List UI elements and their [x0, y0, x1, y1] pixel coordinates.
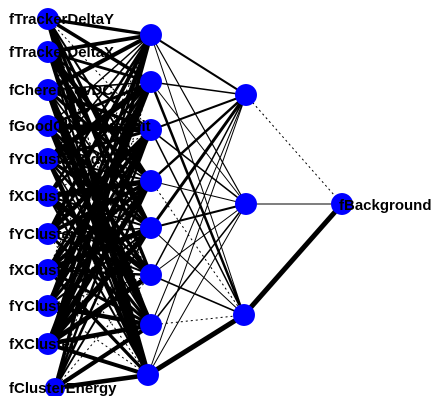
- edge-input-4-hidden1-0: [47, 34, 152, 160]
- edge-input-8-hidden1-0: [46, 34, 153, 307]
- edge-hidden1-3-hidden2-0: [150, 94, 247, 182]
- input-label: fTrackerDeltaX: [9, 44, 114, 61]
- input-label: fXCluster: [9, 336, 76, 353]
- edge-hidden1-2-hidden2-1: [150, 129, 247, 205]
- edge-hidden1-5-hidden2-1: [150, 203, 247, 276]
- node-output-0: [331, 193, 353, 215]
- input-label: fXClusterSigma: [9, 262, 121, 279]
- node-input-1: [37, 41, 59, 63]
- edge-hidden1-7-hidden2-0: [147, 94, 247, 376]
- edge-input-9-hidden1-6: [47, 322, 152, 347]
- node-hidden1-3: [140, 170, 162, 192]
- edge-input-6-hidden1-2: [46, 128, 153, 236]
- edge-hidden1-3-hidden2-2: [150, 180, 245, 316]
- edge-input-9-hidden1-1: [45, 81, 154, 345]
- edge-hidden2-2-output: [242, 202, 344, 317]
- node-hidden2-1: [235, 193, 257, 215]
- node-hidden1-6: [140, 314, 162, 336]
- node-input-6: [37, 223, 59, 245]
- input-label: fGoodCherenkovHit: [9, 118, 151, 135]
- edge-input-6-hidden1-1: [46, 81, 153, 235]
- edge-group: [45, 17, 344, 391]
- edge-hidden1-4-hidden2-1: [150, 203, 247, 229]
- edge-hidden1-2-hidden2-0: [150, 94, 247, 131]
- edge-hidden1-5-hidden2-2: [150, 274, 245, 316]
- edge-input-10-hidden1-3: [53, 180, 153, 389]
- node-input-5: [37, 185, 59, 207]
- input-label: fYCluster: [9, 298, 76, 315]
- input-label: fTrackerDeltaY: [9, 11, 114, 28]
- node-hidden1-1: [140, 71, 162, 93]
- edge-input-6-hidden1-0: [46, 34, 153, 235]
- input-label: fXClusterStd: [9, 188, 100, 205]
- edge-hidden1-1-hidden2-0: [150, 81, 247, 96]
- edge-hidden1-2-hidden2-2: [150, 129, 245, 316]
- edge-input-5-hidden1-2: [47, 129, 152, 197]
- node-hidden1-0: [140, 24, 162, 46]
- edge-input-8-hidden1-1: [45, 80, 154, 308]
- edge-input-10-hidden1-7: [54, 372, 149, 391]
- edge-hidden1-5-hidden2-0: [150, 94, 247, 276]
- node-input-0: [37, 8, 59, 30]
- edge-hidden1-6-hidden2-1: [150, 203, 247, 326]
- edge-input-0-hidden1-0: [47, 17, 152, 37]
- edge-hidden1-3-hidden2-1: [150, 180, 247, 205]
- node-hidden2-0: [235, 84, 257, 106]
- edge-hidden1-0-hidden2-0: [150, 34, 247, 96]
- edge-input-7-hidden1-2: [46, 128, 153, 272]
- edge-input-9-hidden1-4: [45, 226, 154, 346]
- edge-input-10-hidden1-2: [53, 129, 153, 389]
- edge-input-9-hidden1-0: [46, 34, 153, 345]
- node-hidden2-2: [233, 304, 255, 326]
- node-input-3: [37, 115, 59, 137]
- edge-input-5-hidden1-0: [46, 34, 153, 197]
- input-label: fClusterEnergy: [9, 380, 117, 396]
- edge-hidden1-4-hidden2-2: [150, 227, 245, 316]
- node-group: [37, 8, 353, 396]
- edge-hidden1-4-hidden2-0: [149, 94, 248, 229]
- input-label: fYClusterSigma: [9, 226, 121, 243]
- edge-input-3-hidden1-0: [47, 34, 152, 127]
- edge-input-4-hidden1-2: [47, 128, 152, 161]
- edge-input-2-hidden1-0: [47, 33, 152, 92]
- edge-hidden1-0-hidden2-1: [150, 34, 247, 205]
- edge-hidden2-0-output: [245, 94, 343, 205]
- edge-hidden1-7-hidden2-2: [146, 312, 246, 378]
- edge-input-6-hidden1-7: [47, 233, 149, 376]
- edge-hidden1-6-hidden2-0: [150, 94, 247, 326]
- edge-input-9-hidden1-3: [45, 179, 154, 346]
- node-hidden1-5: [140, 264, 162, 286]
- node-input-7: [37, 259, 59, 281]
- output-label: fBackground: [339, 197, 432, 214]
- node-input-9: [37, 333, 59, 355]
- edge-input-10-hidden1-6: [53, 323, 153, 390]
- node-input-4: [37, 148, 59, 170]
- node-hidden1-4: [140, 217, 162, 239]
- edge-input-10-hidden1-0: [53, 34, 153, 389]
- input-label: fCherenkovDC: [9, 82, 113, 99]
- label-group: fTrackerDeltaY fTrackerDeltaX fCherenkovDC…: [9, 11, 432, 396]
- edge-input-7-hidden1-1: [46, 81, 153, 271]
- edge-hidden1-1-hidden2-2: [149, 81, 246, 316]
- edge-input-9-hidden1-5: [46, 272, 153, 347]
- node-input-10: [45, 378, 65, 396]
- edge-input-9-hidden1-2: [45, 128, 154, 346]
- node-input-2: [37, 79, 59, 101]
- edge-input-10-hidden1-4: [54, 227, 152, 389]
- node-input-8: [37, 295, 59, 317]
- edge-input-3-hidden1-3: [47, 125, 152, 182]
- edge-input-1-hidden1-0: [47, 33, 152, 54]
- edge-input-10-hidden1-1: [54, 81, 152, 389]
- edge-input-8-hidden1-3: [46, 180, 153, 307]
- edge-hidden1-7-hidden2-1: [147, 203, 247, 376]
- edge-hidden1-1-hidden2-1: [150, 81, 247, 205]
- edge-hidden1-0-hidden2-2: [150, 34, 245, 316]
- input-label: fYClusterStd: [9, 151, 100, 168]
- node-hidden1-7: [137, 364, 159, 386]
- node-hidden1-2: [140, 119, 162, 141]
